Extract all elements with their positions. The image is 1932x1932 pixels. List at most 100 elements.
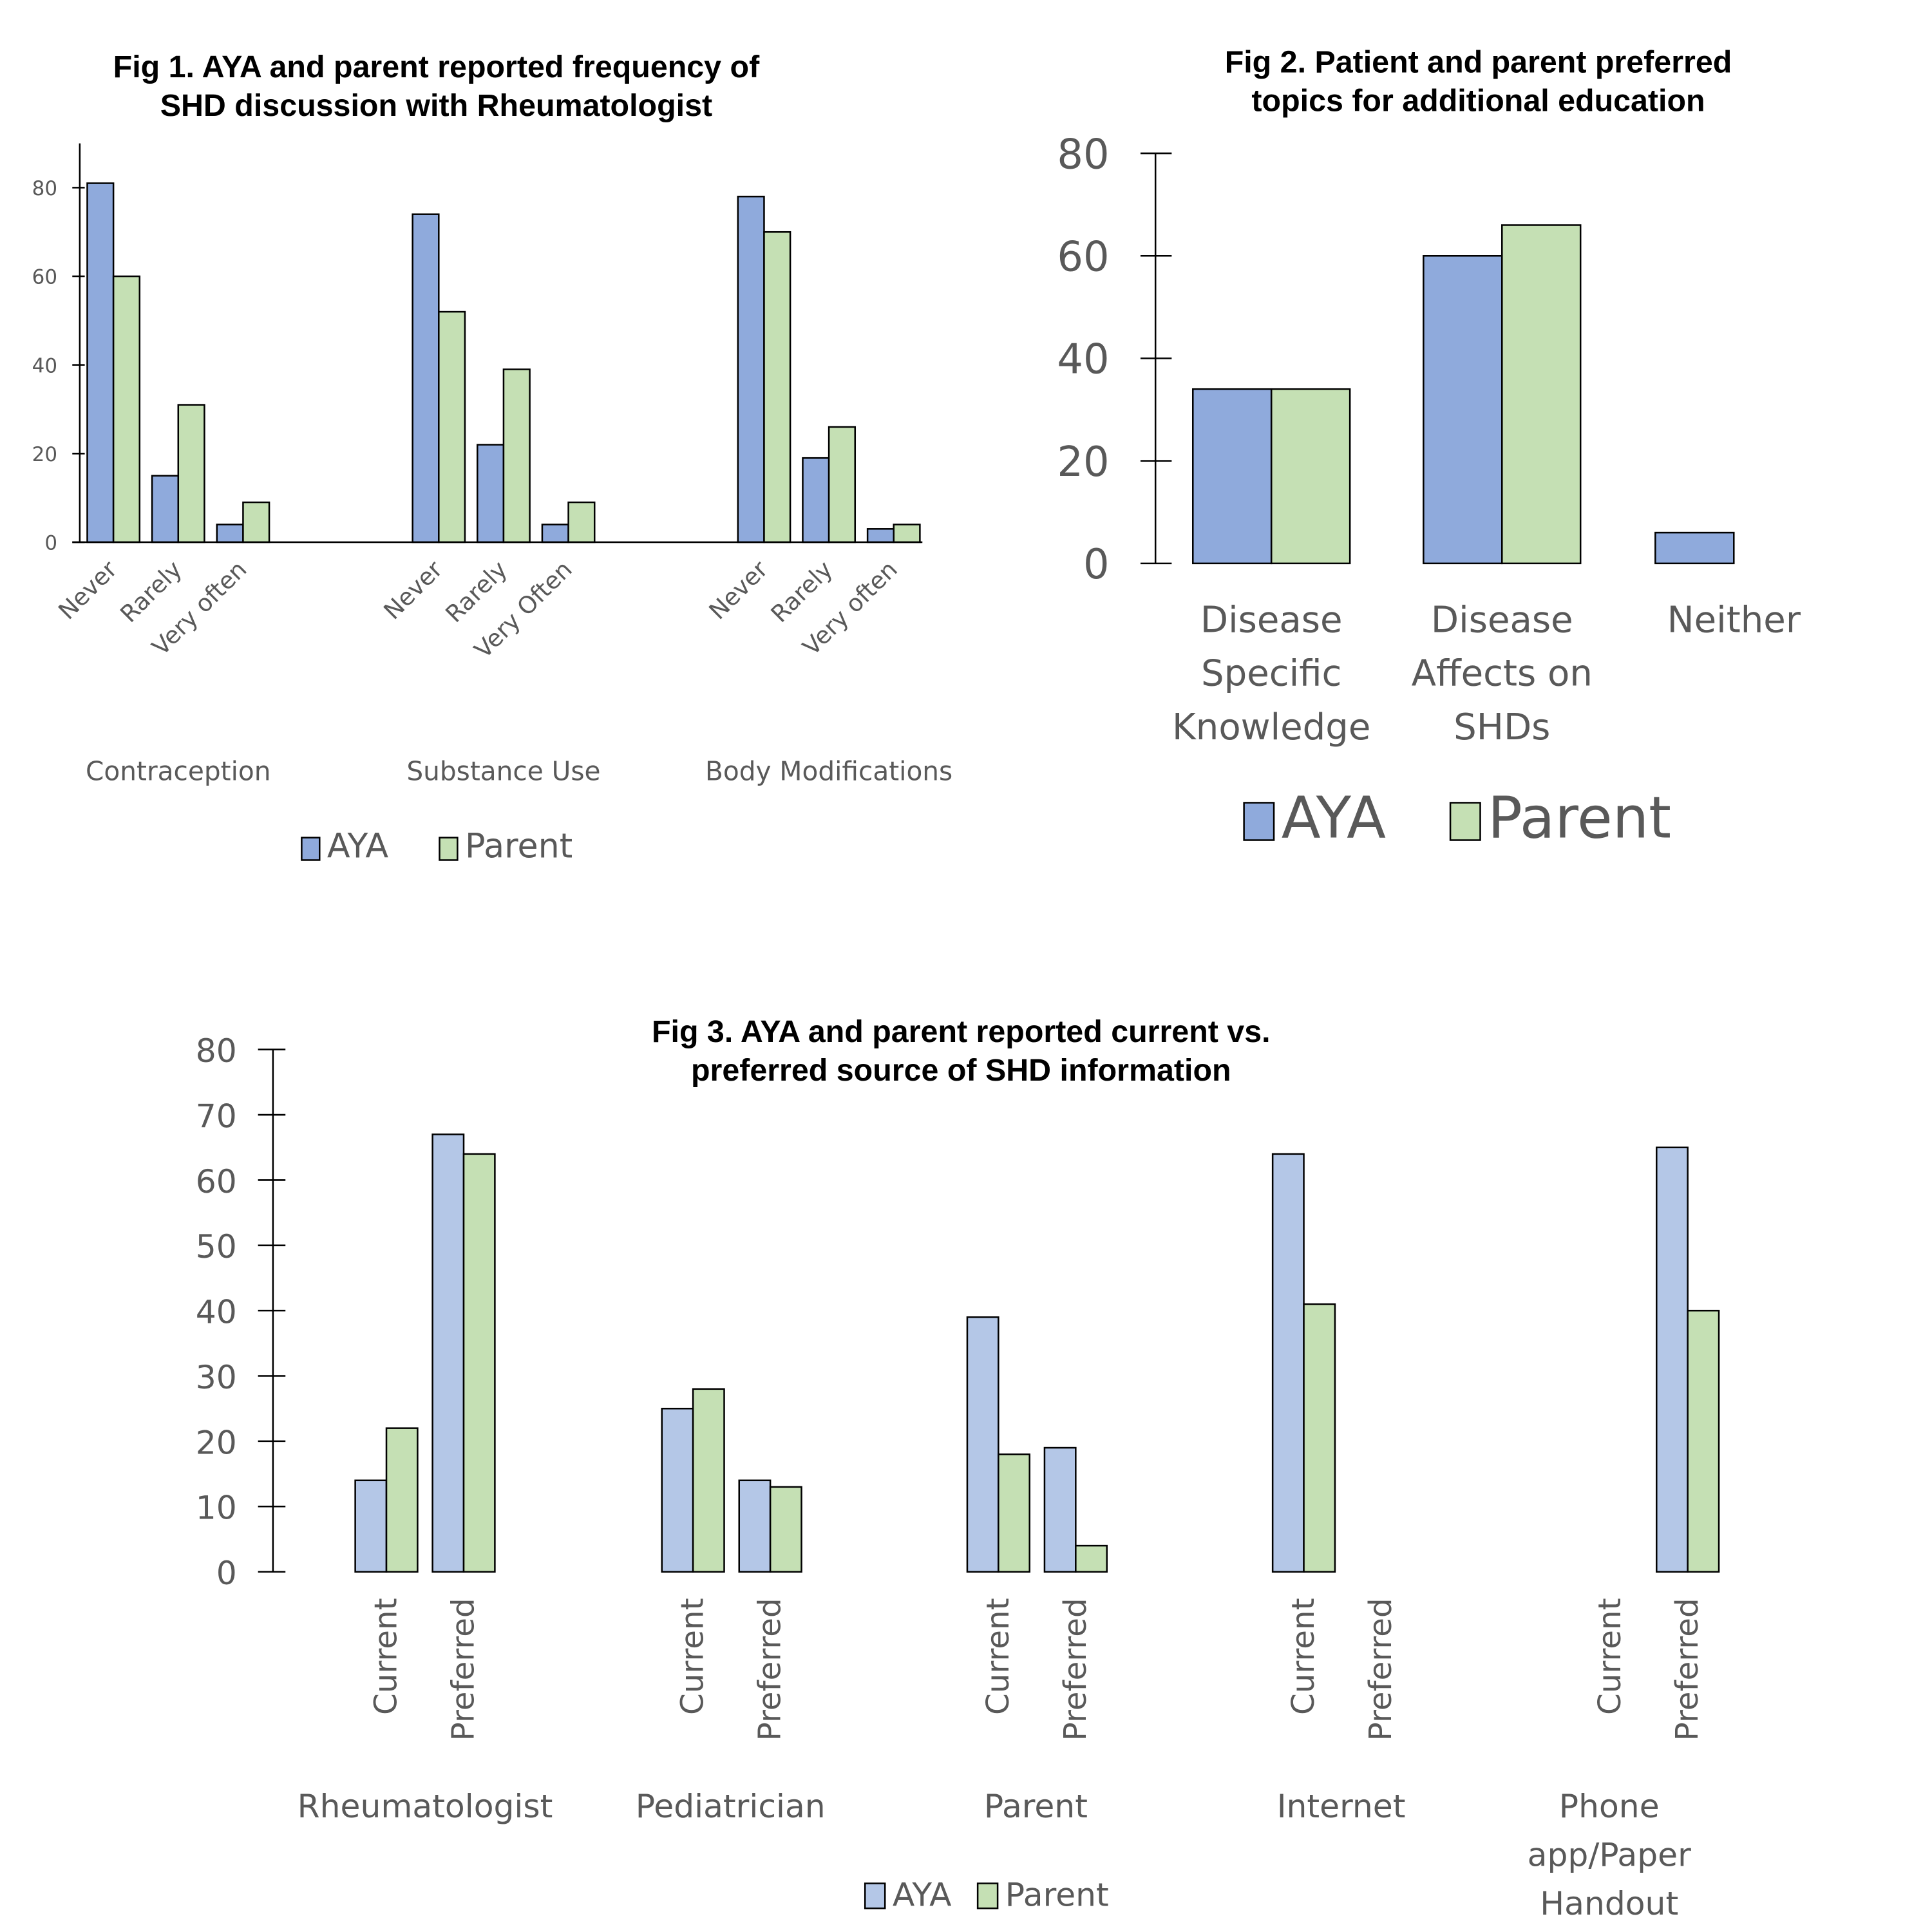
fig3-bar-aya: [1043, 1446, 1077, 1573]
fig3-bar-aya: [431, 1133, 465, 1573]
fig1-bar-aya: [802, 457, 830, 544]
fig1-bar-aya: [412, 213, 440, 544]
fig3-x-tick-label: Current: [675, 1598, 711, 1715]
fig1-bar-parent: [438, 310, 466, 544]
fig2-bar-aya: [1192, 388, 1273, 565]
fig1-y-tick-label: 20: [32, 443, 57, 466]
fig1-bar-aya: [541, 524, 569, 544]
fig3-group-label: Internet: [1277, 1787, 1406, 1825]
fig1-y-tick-label: 0: [44, 532, 57, 555]
fig3-group-label: Rheumatologist: [298, 1787, 553, 1825]
fig3-bar-aya: [966, 1316, 999, 1573]
fig3-bar-aya: [354, 1479, 388, 1573]
fig1-x-tick-label: Never: [378, 555, 448, 625]
fig1-y-tick-label: 80: [32, 177, 57, 200]
fig1-bar-aya: [86, 182, 115, 544]
fig1-bar-parent: [177, 404, 205, 544]
fig1-bar-parent: [763, 231, 791, 544]
fig3-bar-parent: [1687, 1309, 1720, 1573]
legend-label-aya: AYA: [893, 1875, 952, 1913]
fig3-y-tick-label: 60: [196, 1162, 237, 1200]
fig1-y-tick-label: 40: [32, 354, 57, 377]
fig2-bar-parent: [1270, 388, 1351, 565]
legend-label-parent: Parent: [1488, 784, 1671, 851]
fig3-group-label: Pediatrician: [636, 1787, 826, 1825]
fig1-y-tick-label: 60: [32, 266, 57, 289]
fig3-bar-aya: [1271, 1153, 1305, 1573]
fig2-x-tick-label: Neither: [1667, 599, 1801, 641]
legend-swatch-parent: [439, 837, 459, 861]
fig1-group-label: Contraception: [86, 756, 270, 787]
fig3-bar-aya: [738, 1479, 772, 1573]
fig3-title-line: Fig 3. AYA and parent reported current v…: [652, 1014, 1271, 1049]
fig1-x-tick-label: Never: [53, 555, 123, 625]
fig1-bar-parent: [893, 524, 921, 544]
fig2-y-tick-label: 0: [1083, 541, 1110, 589]
fig3-x-tick-label: Current: [1285, 1598, 1321, 1715]
fig3-y-tick-label: 20: [196, 1423, 237, 1461]
fig2-x-tick-label: Affects on: [1412, 653, 1593, 695]
fig1-title-line: Fig 1. AYA and parent reported frequency…: [113, 50, 760, 84]
fig1-bar-parent: [567, 501, 596, 544]
fig1-bar-aya: [216, 524, 244, 544]
fig3-group-label: Phone: [1559, 1787, 1660, 1825]
fig3-x-tick-label: Preferred: [445, 1598, 481, 1741]
fig2-bar-aya: [1654, 531, 1735, 565]
fig3-y-tick-label: 30: [196, 1358, 237, 1396]
fig3-y-tick-label: 0: [216, 1554, 237, 1592]
fig3-bar-aya: [1656, 1146, 1689, 1573]
fig2-x-tick-label: Disease: [1431, 599, 1573, 641]
fig3-x-tick-label: Current: [1592, 1598, 1628, 1715]
fig3-x-tick-label: Preferred: [1363, 1598, 1399, 1741]
fig3-y-tick-label: 80: [196, 1032, 237, 1070]
legend-swatch-aya: [864, 1882, 886, 1909]
fig3-bar-parent: [385, 1427, 419, 1573]
fig3-bar-parent: [462, 1153, 496, 1573]
fig3-title-line: preferred source of SHD information: [691, 1053, 1231, 1088]
fig3-y-tick-label: 40: [196, 1293, 237, 1331]
fig2-y-tick-label: 20: [1057, 439, 1109, 486]
fig2-x-tick-label: Knowledge: [1172, 706, 1370, 748]
fig1-bar-parent: [112, 275, 141, 544]
fig1-bar-aya: [477, 444, 505, 544]
fig2-x-tick-label: Disease: [1200, 599, 1343, 641]
fig2-bar-parent: [1501, 224, 1582, 565]
fig3-y-tick-label: 10: [196, 1489, 237, 1527]
legend-label-parent: Parent: [465, 828, 573, 866]
fig2-x-tick-label: SHDs: [1454, 706, 1550, 748]
fig3-x-tick-label: Preferred: [1669, 1598, 1705, 1741]
fig1-group-label: Substance Use: [406, 756, 600, 787]
fig2-x-tick-label: Specific: [1201, 653, 1341, 695]
fig3-bar-parent: [1303, 1303, 1336, 1573]
legend-label-aya: AYA: [327, 828, 389, 866]
fig1-bar-aya: [866, 528, 895, 544]
fig3-group-label: app/Paper: [1528, 1835, 1691, 1873]
fig3-x-tick-label: Current: [980, 1598, 1016, 1715]
fig3-x-tick-label: Preferred: [1057, 1598, 1094, 1741]
fig2-title-line: topics for additional education: [1251, 83, 1705, 118]
fig1-group-label: Body Modifications: [705, 756, 952, 787]
fig1-bar-parent: [242, 501, 270, 544]
fig3-group-label: Handout: [1540, 1884, 1678, 1922]
fig1-x-tick-label: Never: [704, 555, 774, 625]
legend-label-parent: Parent: [1005, 1875, 1109, 1913]
fig1-bar-parent: [502, 368, 531, 544]
legend-swatch-parent: [976, 1882, 999, 1909]
fig1-bar-parent: [828, 426, 857, 544]
fig2-title-line: Fig 2. Patient and parent preferred: [1225, 44, 1732, 79]
fig3-x-tick-label: Current: [368, 1598, 404, 1715]
fig1-bar-aya: [151, 475, 180, 544]
fig3-bar-parent: [998, 1453, 1030, 1573]
fig1-bar-aya: [737, 195, 765, 544]
fig3-y-tick-label: 70: [196, 1097, 237, 1135]
fig2-y-tick-label: 40: [1057, 336, 1109, 384]
fig3-bar-parent: [692, 1388, 725, 1573]
fig3-bar-aya: [661, 1407, 694, 1573]
fig3-y-tick-label: 50: [196, 1227, 237, 1265]
legend-swatch-aya: [1243, 802, 1275, 841]
legend-swatch-parent: [1449, 802, 1481, 841]
fig2-y-tick-label: 60: [1057, 233, 1109, 281]
fig2-bar-aya: [1423, 255, 1503, 565]
